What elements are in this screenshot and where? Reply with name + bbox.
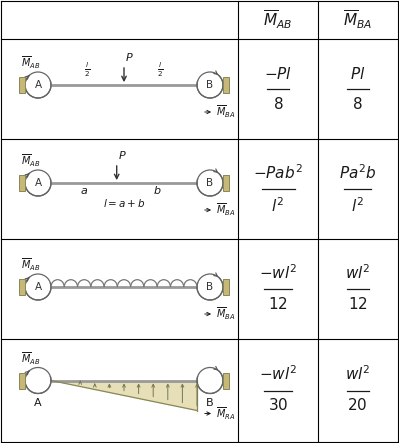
Bar	[19, 175, 25, 191]
Text: $12$: $12$	[348, 296, 367, 312]
Text: A: A	[34, 80, 41, 90]
Text: $\frac{l}{2}$: $\frac{l}{2}$	[84, 61, 91, 79]
Text: $\overline{M}_{AB}$: $\overline{M}_{AB}$	[21, 55, 40, 71]
Text: P: P	[119, 151, 125, 161]
Text: $l = a + b$: $l = a + b$	[103, 197, 145, 209]
Bar	[223, 279, 229, 295]
Text: B: B	[206, 80, 213, 90]
Text: $12$: $12$	[268, 296, 288, 312]
Text: A: A	[34, 397, 42, 408]
Text: A: A	[34, 178, 41, 188]
Text: $\overline{M}_{RA}$: $\overline{M}_{RA}$	[216, 405, 235, 422]
Text: P: P	[126, 53, 133, 63]
Text: a: a	[81, 186, 87, 196]
Text: $20$: $20$	[348, 397, 367, 413]
Bar	[223, 175, 229, 191]
Text: $-wl^2$: $-wl^2$	[259, 263, 297, 282]
Text: $\overline{M}_{AB}$: $\overline{M}_{AB}$	[21, 350, 40, 366]
Bar	[19, 373, 25, 389]
Text: B: B	[206, 282, 213, 292]
Bar	[223, 77, 229, 93]
Polygon shape	[51, 381, 197, 411]
Text: $-Pab^2$: $-Pab^2$	[253, 163, 303, 182]
Bar	[19, 279, 25, 295]
Text: $\frac{l}{2}$: $\frac{l}{2}$	[157, 61, 164, 79]
Text: $l^2$: $l^2$	[351, 196, 364, 215]
Text: b: b	[153, 186, 160, 196]
Text: $\overline{M}_{BA}$: $\overline{M}_{BA}$	[343, 9, 372, 31]
Text: $wl^2$: $wl^2$	[345, 263, 370, 282]
Text: $\overline{M}_{BA}$: $\overline{M}_{BA}$	[216, 202, 235, 218]
Text: $wl^2$: $wl^2$	[345, 365, 370, 384]
Text: $-Pl$: $-Pl$	[264, 66, 292, 82]
Text: $30$: $30$	[268, 397, 288, 413]
Text: $Pa^2b$: $Pa^2b$	[339, 163, 376, 182]
Text: $8$: $8$	[352, 96, 363, 112]
Text: $\overline{M}_{AB}$: $\overline{M}_{AB}$	[263, 9, 292, 31]
Bar	[19, 77, 25, 93]
Text: $l^2$: $l^2$	[271, 196, 284, 215]
Bar	[223, 373, 229, 389]
Text: $\overline{M}_{AB}$: $\overline{M}_{AB}$	[21, 153, 40, 169]
Text: B: B	[206, 178, 213, 188]
Text: $\overline{M}_{AB}$: $\overline{M}_{AB}$	[21, 257, 40, 273]
Text: $Pl$: $Pl$	[350, 66, 365, 82]
Text: B: B	[206, 397, 214, 408]
Text: $-wl^2$: $-wl^2$	[259, 365, 297, 384]
Text: A: A	[34, 282, 41, 292]
Text: $\overline{M}_{BA}$: $\overline{M}_{BA}$	[216, 104, 235, 120]
Text: $\overline{M}_{BA}$: $\overline{M}_{BA}$	[216, 306, 235, 322]
Text: $8$: $8$	[273, 96, 283, 112]
